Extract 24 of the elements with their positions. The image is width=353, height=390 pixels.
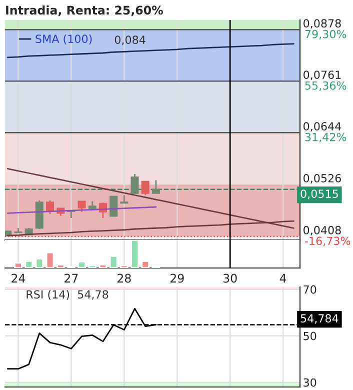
text: 31,42% bbox=[305, 132, 346, 142]
y-tick-label: 0,0878 bbox=[304, 19, 341, 29]
y-tick-label: 0,0526 bbox=[304, 174, 341, 184]
annotation: 0,084 bbox=[114, 36, 146, 46]
y-tick-label: 70 bbox=[304, 285, 316, 294]
legend-label: SMA (100) bbox=[36, 34, 92, 44]
text: -16,73% bbox=[304, 236, 350, 246]
chart-title: Intradia, Renta: 25,60% bbox=[6, 5, 164, 16]
y-tick-label: 30 bbox=[304, 378, 316, 387]
x-tick-label: 28 bbox=[118, 274, 131, 283]
x-tick-label: 24 bbox=[12, 274, 26, 283]
ref-line-label: 54,784 bbox=[300, 314, 338, 324]
ref-line-label: 0,0515 bbox=[300, 190, 338, 200]
y-tick-label: 0,0644 bbox=[304, 122, 342, 132]
y-tick-label: 50 bbox=[304, 332, 316, 340]
text: 55,36% bbox=[305, 81, 346, 91]
x-tick-label: 29 bbox=[170, 274, 184, 283]
y-tick-label: 0,0408 bbox=[304, 226, 341, 236]
text: 79,30% bbox=[305, 30, 346, 40]
y-tick-label: 0,0761 bbox=[304, 70, 341, 80]
x-tick-label: 30 bbox=[223, 274, 237, 283]
x-tick-label: 27 bbox=[64, 274, 78, 283]
annotation: RSI (14) 54,78 bbox=[26, 290, 108, 300]
x-tick-label: 4 bbox=[280, 274, 286, 283]
